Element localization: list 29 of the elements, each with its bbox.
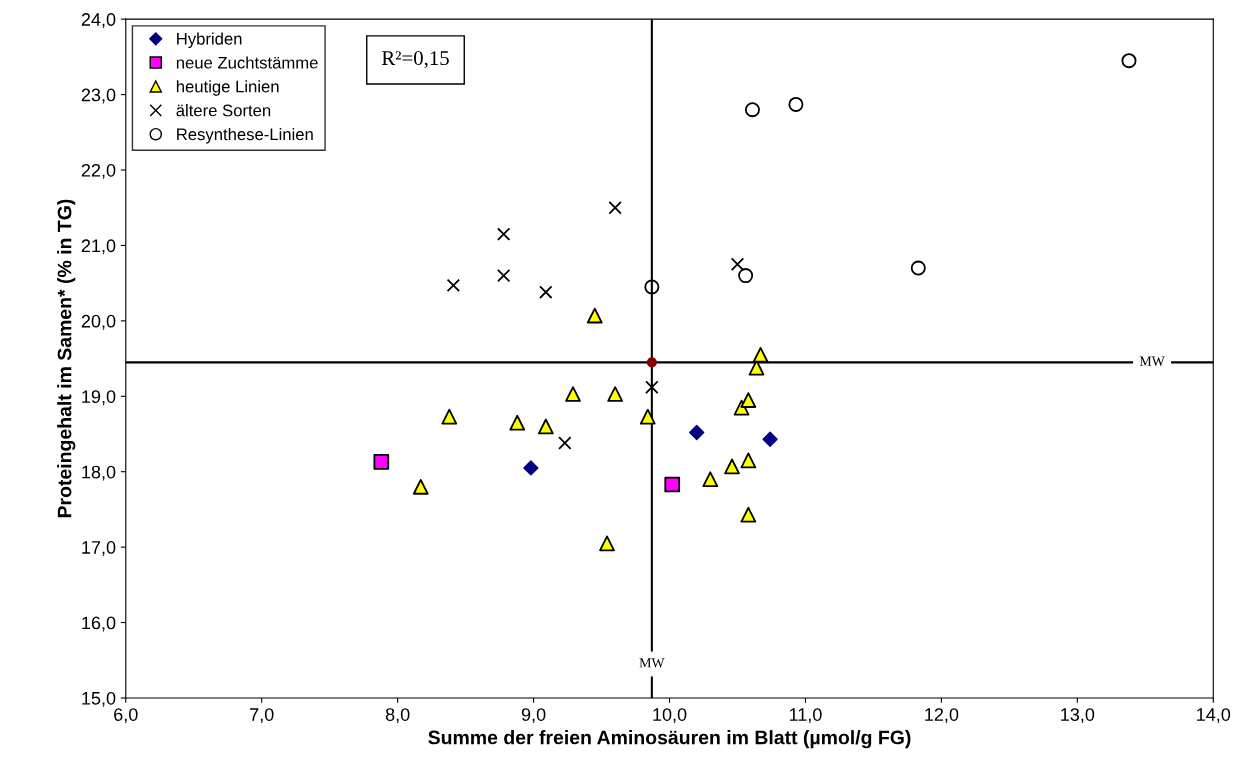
- annotation: R²=0,15: [381, 51, 449, 69]
- legend-label: Hybriden: [177, 32, 242, 49]
- x-tick-label: 9,0: [521, 708, 546, 724]
- legend-label: ältere Sorten: [176, 104, 271, 117]
- y-tick-label: 23,0: [81, 88, 116, 104]
- y-axis-title: Proteingehalt im Samen* (% in TG): [57, 199, 76, 518]
- legend-label: neue Zuchtstämme: [176, 56, 318, 69]
- ref-line-label: MW: [639, 658, 665, 668]
- y-tick-label: 19,0: [82, 390, 116, 406]
- x-tick-label: 13,0: [1061, 708, 1095, 724]
- x-tick-label: 6,0: [114, 708, 138, 724]
- y-tick-label: 20,0: [81, 314, 116, 330]
- y-tick-label: 18,0: [82, 465, 116, 481]
- x-tick-label: 10,0: [653, 708, 687, 724]
- x-tick-label: 12,0: [925, 708, 959, 724]
- y-tick-label: 17,0: [82, 541, 116, 556]
- x-axis-title: Summe der freien Aminosäuren im Blatt (µmol/g FG): [428, 730, 911, 749]
- y-tick-label: 16,0: [82, 616, 116, 632]
- x-tick-label: 14,0: [1197, 708, 1231, 724]
- ref-line-label: MW: [1139, 356, 1165, 366]
- x-tick-label: 11,0: [789, 708, 822, 724]
- legend-label: heutige Linien: [176, 80, 279, 96]
- x-tick-label: 7,0: [250, 708, 274, 724]
- y-tick-label: 15,0: [82, 691, 116, 707]
- y-tick-label: 22,0: [81, 163, 116, 179]
- y-tick-label: 24,0: [81, 13, 116, 29]
- x-tick-label: 8,0: [385, 708, 410, 724]
- y-tick-label: 21,0: [81, 239, 116, 255]
- legend-label: Resynthese-Linien: [177, 127, 313, 144]
